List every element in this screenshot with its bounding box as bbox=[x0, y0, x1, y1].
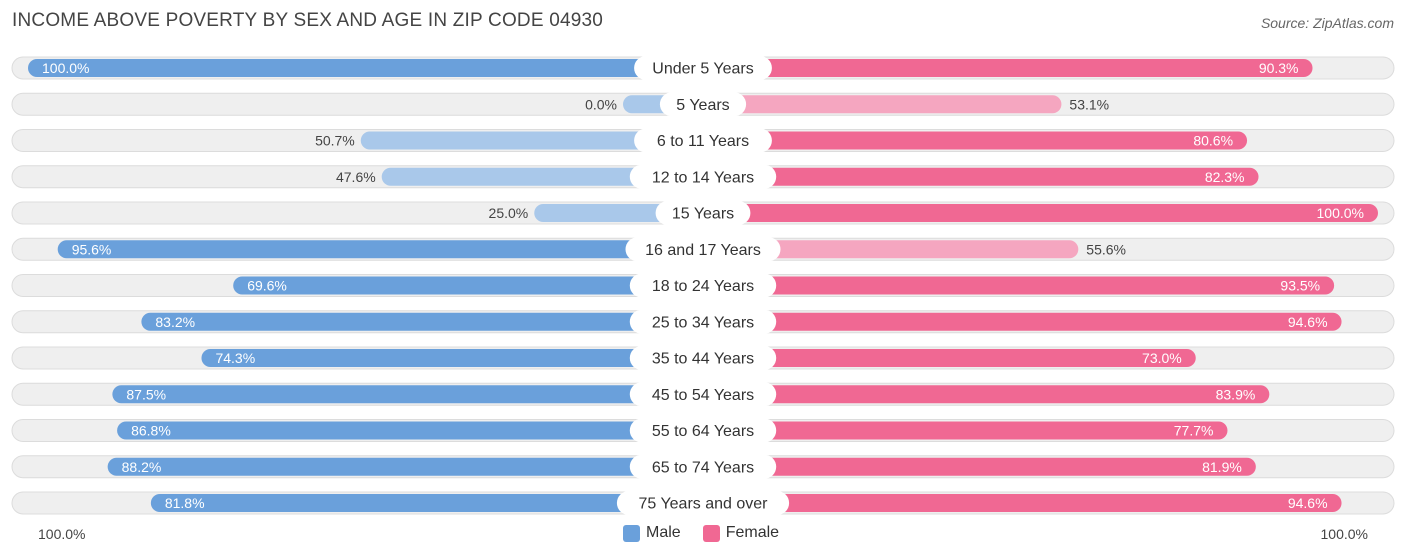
bar-male bbox=[117, 421, 704, 440]
bar-female bbox=[703, 457, 1256, 476]
value-label-male: 50.7% bbox=[315, 133, 355, 149]
category-pill bbox=[659, 92, 747, 117]
chart-title: INCOME ABOVE POVERTY BY SEX AND AGE IN Z… bbox=[12, 10, 604, 31]
value-label-female: 77.7% bbox=[1174, 423, 1214, 439]
category-pill bbox=[629, 309, 777, 334]
value-label-female: 83.9% bbox=[1216, 386, 1256, 402]
value-label-female: 55.6% bbox=[1086, 241, 1126, 257]
category-label: 12 to 14 Years bbox=[652, 169, 754, 186]
category-pill bbox=[629, 164, 777, 189]
legend-item-female: Female bbox=[702, 524, 780, 542]
value-label-female: 100.0% bbox=[1317, 205, 1364, 221]
legend-swatch-male bbox=[623, 524, 640, 542]
bar-female bbox=[703, 349, 1196, 367]
category-label: 35 to 44 Years bbox=[652, 351, 754, 368]
value-label-male: 88.2% bbox=[122, 459, 162, 475]
category-pill bbox=[634, 56, 772, 80]
value-label-male: 81.8% bbox=[165, 495, 205, 511]
category-label: 16 and 17 Years bbox=[645, 242, 761, 259]
bar-female bbox=[703, 240, 1079, 259]
category-pill bbox=[616, 491, 790, 515]
category-label: 25 to 34 Years bbox=[652, 314, 754, 331]
bar-female bbox=[703, 276, 1335, 295]
category-label: 55 to 64 Years bbox=[652, 423, 754, 440]
legend-label-male: Male bbox=[646, 524, 681, 541]
bar-female bbox=[703, 131, 1248, 150]
value-label-male: 69.6% bbox=[247, 278, 287, 294]
bar-female bbox=[703, 385, 1270, 404]
value-label-male: 87.5% bbox=[126, 386, 166, 402]
axis-right-label: 100.0% bbox=[1320, 526, 1368, 542]
legend-item-male: Male bbox=[623, 524, 681, 542]
category-label: 45 to 54 Years bbox=[652, 387, 754, 404]
category-pill bbox=[629, 273, 777, 298]
category-pill bbox=[629, 454, 777, 479]
value-label-male: 47.6% bbox=[336, 169, 376, 185]
axis-left-label: 100.0% bbox=[38, 526, 86, 542]
category-label: 6 to 11 Years bbox=[657, 133, 749, 150]
category-label: 18 to 24 Years bbox=[652, 278, 754, 295]
category-pill bbox=[629, 346, 777, 370]
value-label-male: 25.0% bbox=[489, 205, 529, 221]
value-label-male: 95.6% bbox=[72, 241, 112, 257]
bar-female bbox=[703, 59, 1313, 77]
category-pill bbox=[629, 418, 777, 443]
value-label-female: 80.6% bbox=[1193, 133, 1233, 149]
bar-male bbox=[201, 349, 703, 367]
category-pill bbox=[655, 201, 751, 225]
value-label-male: 74.3% bbox=[215, 350, 255, 366]
legend-swatch-female bbox=[702, 524, 720, 542]
bar-male bbox=[360, 131, 703, 150]
value-label-male: 100.0% bbox=[42, 60, 89, 76]
legend-label-female: Female bbox=[725, 524, 780, 541]
bar-female bbox=[703, 167, 1259, 186]
value-label-male: 0.0% bbox=[585, 96, 617, 112]
bar-female bbox=[703, 421, 1228, 440]
bar-male bbox=[150, 494, 704, 512]
category-label: 65 to 74 Years bbox=[652, 459, 754, 476]
value-label-female: 94.6% bbox=[1288, 314, 1328, 330]
value-label-female: 93.5% bbox=[1280, 278, 1320, 294]
value-label-male: 83.2% bbox=[155, 314, 195, 330]
bar-male bbox=[107, 457, 703, 476]
bar-male bbox=[112, 385, 703, 404]
bar-male bbox=[381, 167, 703, 186]
value-label-female: 53.1% bbox=[1069, 96, 1109, 112]
value-label-female: 81.9% bbox=[1202, 459, 1242, 475]
bar-female bbox=[703, 312, 1342, 331]
value-label-male: 86.8% bbox=[131, 423, 171, 439]
source-credit: Source: ZipAtlas.com bbox=[1260, 15, 1394, 31]
bar-male bbox=[57, 240, 703, 259]
bar-male bbox=[141, 312, 703, 331]
category-pill bbox=[634, 128, 772, 153]
bar-female bbox=[703, 204, 1378, 222]
value-label-female: 73.0% bbox=[1142, 350, 1182, 366]
chart-canvas: Under 5 Years 100.0% 90.3% 5 Years 0.0% 53.1%… bbox=[11, 56, 1395, 515]
value-label-female: 82.3% bbox=[1205, 169, 1245, 185]
bar-female bbox=[703, 95, 1062, 114]
value-label-female: 90.3% bbox=[1259, 60, 1299, 76]
legend: Male Female bbox=[623, 524, 779, 542]
value-label-female: 94.6% bbox=[1288, 495, 1328, 511]
category-label: 75 Years and over bbox=[639, 496, 769, 513]
category-label: 5 Years bbox=[676, 97, 729, 114]
bar-male bbox=[28, 59, 703, 77]
category-label: 15 Years bbox=[672, 206, 734, 223]
category-label: Under 5 Years bbox=[652, 61, 753, 78]
category-pill bbox=[629, 382, 777, 407]
category-pill bbox=[625, 237, 781, 262]
bar-female bbox=[703, 494, 1342, 512]
bar-male bbox=[233, 276, 703, 295]
